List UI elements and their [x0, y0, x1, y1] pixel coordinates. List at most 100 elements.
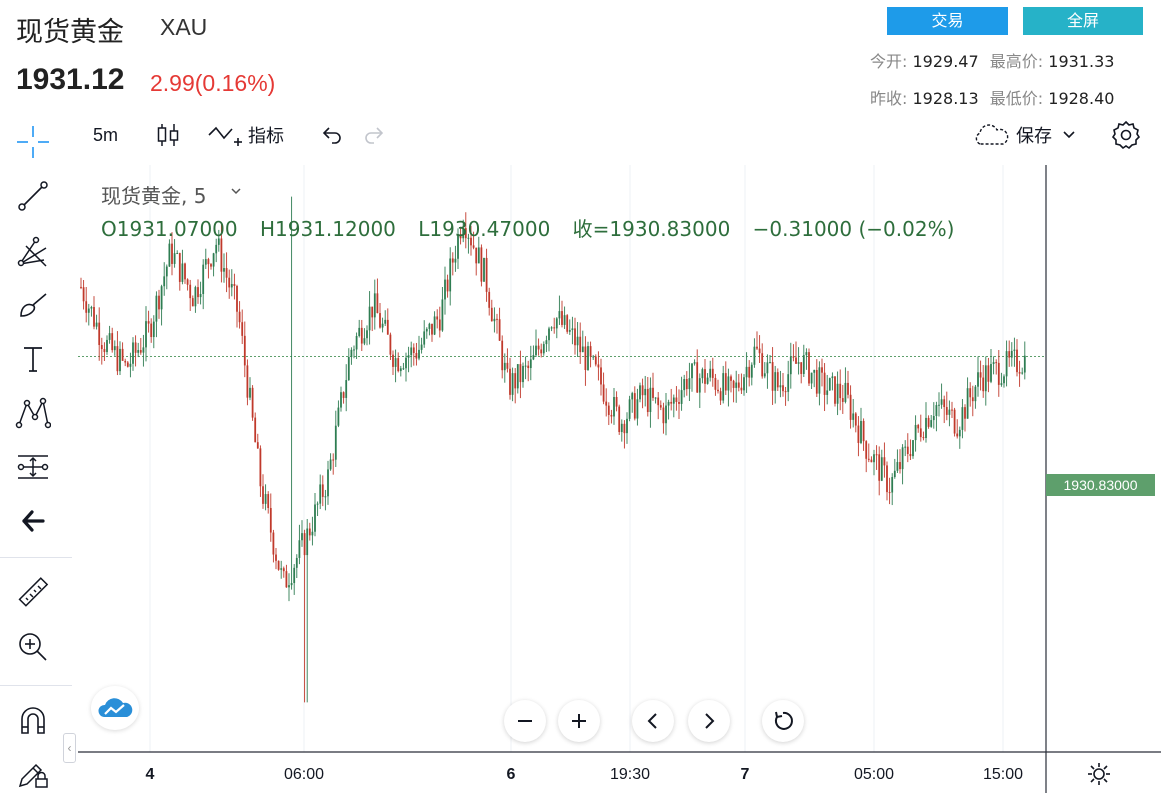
pattern-tool[interactable] — [12, 391, 54, 433]
zoom-in-button[interactable] — [558, 700, 600, 742]
scroll-left-button[interactable] — [632, 700, 674, 742]
scroll-right-button[interactable] — [688, 700, 730, 742]
trade-button[interactable]: 交易 — [887, 7, 1008, 35]
candle-body — [714, 377, 717, 390]
chevron-down-icon[interactable] — [230, 187, 242, 197]
candle-body — [485, 257, 488, 292]
candle-body — [597, 364, 600, 368]
candle-body — [275, 554, 277, 561]
arrow-left-icon — [22, 510, 45, 532]
chevron-left-icon — [647, 713, 657, 729]
candle-body — [431, 323, 433, 335]
candle-body — [641, 385, 644, 396]
magnet-tool[interactable] — [12, 700, 54, 742]
candle-body — [191, 298, 194, 307]
candle-body — [841, 398, 844, 402]
candle-body — [836, 383, 839, 404]
save-button[interactable]: 保存 — [972, 118, 1076, 152]
candle-body — [932, 416, 935, 421]
fib-tool[interactable] — [12, 230, 54, 272]
undo-button[interactable] — [320, 118, 344, 152]
candle-body — [717, 389, 719, 392]
candle-body — [779, 385, 782, 388]
settings-button[interactable] — [1110, 118, 1142, 152]
candle-body — [610, 414, 613, 417]
candle-body — [277, 560, 280, 570]
candle-body — [724, 373, 727, 391]
candle-body — [503, 362, 506, 371]
candle-body — [826, 390, 829, 395]
candle-body — [337, 407, 340, 426]
candle-body — [878, 454, 881, 481]
candle-body — [529, 359, 532, 369]
candle-body — [483, 257, 485, 282]
candle-body — [386, 319, 389, 335]
candle-body — [376, 293, 379, 314]
candle-body — [797, 362, 800, 364]
candle-body — [891, 477, 894, 493]
candle-body — [589, 346, 592, 357]
collapse-toolbar-tab[interactable]: ‹ — [63, 733, 76, 763]
candle-body — [649, 387, 652, 413]
candle-body — [511, 373, 514, 395]
candle-body — [756, 346, 758, 349]
lock-drawings-tool[interactable] — [12, 753, 54, 793]
candle-body — [961, 407, 964, 430]
measure-tool[interactable] — [12, 446, 54, 488]
candle-body — [165, 266, 168, 277]
candle-body — [243, 335, 246, 366]
candle-body — [147, 321, 150, 324]
candle-body — [490, 307, 493, 322]
legend-high: H1931.12000 — [259, 217, 396, 241]
candle-body — [579, 336, 582, 353]
hide-toolbar-button[interactable] — [12, 500, 54, 542]
candle-body — [394, 358, 397, 367]
x-tick-label: 4 — [145, 766, 155, 783]
redo-button[interactable] — [362, 118, 386, 152]
brush-tool[interactable] — [12, 284, 54, 326]
candle-body — [951, 409, 953, 411]
text-tool[interactable] — [12, 338, 54, 380]
instrument-title: 现货黄金 — [16, 17, 124, 48]
candle-body — [145, 321, 147, 348]
zoom-out-button[interactable] — [504, 700, 546, 742]
legend-title[interactable]: 现货黄金, 5 — [101, 184, 207, 208]
logo-button[interactable] — [91, 686, 139, 730]
indicators-button[interactable]: 指标 — [208, 118, 284, 152]
candle-body — [85, 301, 88, 313]
crosshair-tool[interactable] — [12, 121, 54, 163]
ruler-tool[interactable] — [12, 572, 54, 614]
candle-body — [498, 319, 501, 341]
candle-body — [561, 311, 563, 325]
candle-body — [912, 440, 914, 457]
candle-body — [979, 372, 982, 378]
candle-body — [415, 352, 418, 359]
chart-style-button[interactable] — [155, 118, 181, 152]
trend-line-tool[interactable] — [12, 175, 54, 217]
candle-body — [423, 331, 426, 345]
candle-body — [753, 346, 756, 365]
chevron-down-icon[interactable] — [1062, 130, 1076, 140]
axis-settings-button[interactable] — [1087, 762, 1111, 791]
candle-body — [405, 357, 407, 369]
candle-body — [155, 295, 158, 322]
candle-body — [124, 360, 127, 363]
interval-selector[interactable]: 5m — [93, 124, 119, 145]
zoom-tool[interactable] — [12, 626, 54, 668]
candle-body — [831, 376, 834, 379]
candle-body — [150, 323, 153, 338]
candle-body — [930, 420, 933, 427]
candle-body — [693, 362, 696, 364]
fullscreen-button[interactable]: 全屏 — [1023, 7, 1143, 35]
reset-chart-button[interactable] — [762, 700, 804, 742]
candle-body — [665, 405, 667, 424]
candle-body — [488, 291, 491, 308]
candle-body — [340, 392, 342, 408]
candle-body — [280, 568, 283, 570]
candle-body — [272, 532, 275, 555]
candle-body — [592, 356, 595, 358]
candle-body — [371, 306, 374, 318]
candle-body — [181, 263, 184, 282]
candle-body — [639, 385, 641, 400]
